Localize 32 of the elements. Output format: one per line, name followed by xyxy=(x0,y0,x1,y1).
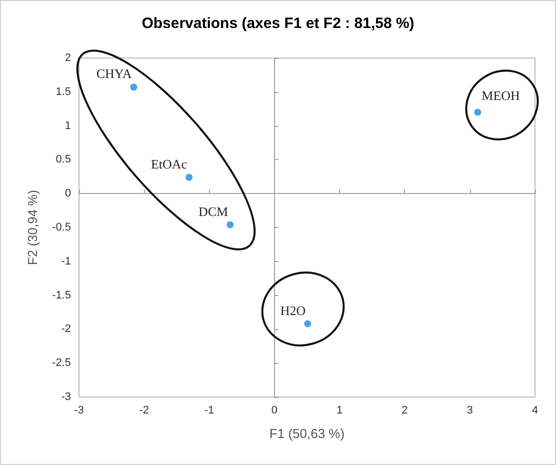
y-tick-label: -2.5 xyxy=(52,357,71,370)
y-tick-label: -2 xyxy=(61,323,71,336)
y-tick-label: -1.5 xyxy=(52,289,71,302)
x-tick-label: 0 xyxy=(271,404,278,416)
x-tick-label: 2 xyxy=(402,404,408,416)
annotation: H2O xyxy=(280,302,306,318)
annotation: MEOH xyxy=(482,88,520,104)
y-axis-title: F2 (30,94 %) xyxy=(25,190,40,266)
chart-title: Observations (axes F1 et F2 : 81,58 %) xyxy=(142,15,414,32)
x-tick-label: 3 xyxy=(466,404,473,416)
y-tick-label: -0.5 xyxy=(52,222,71,234)
point xyxy=(226,221,234,228)
y-tick-label: -3 xyxy=(61,391,71,403)
x-tick-label: -1 xyxy=(204,404,214,416)
x-tick-label: 4 xyxy=(532,404,538,416)
x-axis-title: F1 (50,63 %) xyxy=(269,426,345,441)
y-tick-label: 1 xyxy=(64,120,71,132)
x-tick-label: -2 xyxy=(139,404,150,416)
x-tick-label: 1 xyxy=(336,404,343,416)
annotation: CHYA xyxy=(96,66,132,82)
annotation: DCM xyxy=(198,204,229,219)
point xyxy=(186,174,193,181)
y-tick-label: 1.5 xyxy=(56,86,71,98)
y-tick-label: 2 xyxy=(64,52,71,64)
point xyxy=(304,320,312,328)
y-tick-label: 0.5 xyxy=(56,154,71,166)
y-tick-label: -1 xyxy=(61,255,71,268)
y-tick-label: 0 xyxy=(64,188,71,200)
x-tick-label: -3 xyxy=(74,404,84,416)
point xyxy=(130,84,138,91)
annotation: EtOAc xyxy=(150,156,188,172)
point xyxy=(474,108,482,116)
